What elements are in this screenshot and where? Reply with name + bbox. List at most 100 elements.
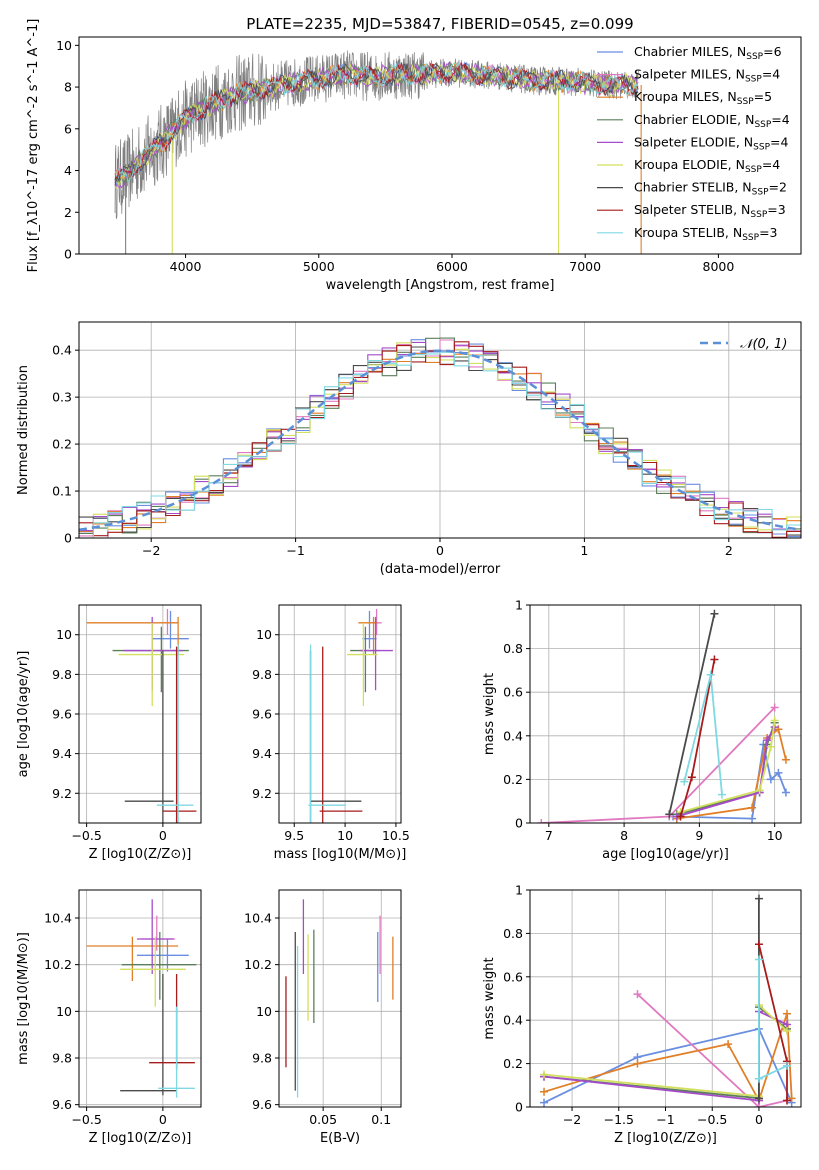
errorbar-point — [347, 622, 378, 707]
axes-frame — [78, 604, 202, 824]
series-marker — [782, 1009, 791, 1018]
series-marker — [540, 1087, 549, 1096]
y-tick-label: 9.8 — [52, 1051, 72, 1066]
y-tick-label: 9.2 — [52, 786, 72, 801]
y-tick-label: 0.6 — [503, 685, 523, 700]
series-marker — [770, 703, 779, 712]
series-marker — [781, 788, 790, 797]
legend-nssp: =4 — [770, 134, 788, 149]
x-tick-label: 4000 — [170, 259, 202, 274]
residual-histogram — [79, 341, 801, 538]
series-marker — [763, 736, 772, 745]
errorbar-point — [86, 936, 179, 981]
series-marker — [754, 955, 763, 964]
residual-histogram — [79, 339, 801, 538]
legend-label: 𝒩(0, 1) — [740, 337, 787, 352]
x-tick-label: −1.5 — [604, 1112, 634, 1127]
legend-nssp: =4 — [762, 67, 780, 82]
y-axis-label: Normed distribution — [16, 365, 31, 495]
legend-label: Salpeter STELIB, NSSP=3 — [634, 202, 786, 220]
y-axis-label: mass weight — [482, 673, 497, 755]
axes-age_vs_Z: −0.5 0 9.2 9.4 9.6 9.8 10 Z [log10(Z/Z⊙)] age [l… — [16, 604, 202, 862]
y-tick-label: 8 — [64, 80, 72, 95]
y-axis-label: age [log10(age/yr)] — [16, 651, 31, 778]
y-tick-label: 10 — [56, 1004, 72, 1019]
y-tick-label: 9.6 — [52, 1097, 72, 1112]
axes-weight_vs_age: 7 8 9 10 0 0.2 0.4 0.6 0.8 1 age [log10(age/yr)] ma… — [482, 598, 802, 862]
y-tick-label: 0.2 — [52, 437, 72, 452]
y-tick-label: 9.2 — [252, 786, 272, 801]
y-tick-label: 0 — [515, 1100, 523, 1115]
y-tick-label: 10 — [56, 627, 72, 642]
series-marker — [766, 742, 775, 751]
axes-weight_vs_Z: −2 −1.5 −1 −0.5 0 0 0.2 0.4 0.6 0.8 1 Z [log10(Z/Z⊙… — [482, 883, 802, 1146]
legend-nssp: =5 — [754, 89, 772, 104]
y-tick-label: 4 — [64, 163, 72, 178]
legend-label: Chabrier ELODIE, NSSP=4 — [634, 112, 790, 130]
x-tick-label: 0 — [159, 828, 167, 843]
errorbar-point — [118, 622, 185, 707]
legend-nssp: =2 — [769, 180, 787, 195]
legend-nssp: =4 — [771, 112, 789, 127]
y-tick-label: 10 — [56, 38, 72, 53]
errorbar-point — [158, 1006, 195, 1098]
series-marker — [724, 1040, 733, 1049]
plot-area-mass_vs_EBV — [285, 899, 394, 1098]
plot-area-age_vs_mass — [308, 608, 393, 823]
y-tick-label: 0.2 — [503, 1056, 523, 1071]
errorbar-point — [112, 626, 189, 693]
axes-age_vs_mass: 9.5 10 10.5 9.2 9.4 9.6 9.8 10 mass [log10(M/M⊙)… — [252, 604, 410, 862]
legend-label: Chabrier MILES, NSSP=6 — [634, 44, 782, 62]
series-line — [543, 1013, 793, 1103]
y-tick-label: 0.6 — [503, 969, 523, 984]
series-marker — [710, 655, 719, 664]
errorbar-point — [149, 974, 195, 1070]
y-tick-label: 9.8 — [252, 667, 272, 682]
x-tick-label: 8 — [620, 828, 628, 843]
legend-label: Salpeter ELODIE, NSSP=4 — [634, 134, 789, 152]
series-marker — [754, 1074, 763, 1083]
errorbar-point — [362, 610, 377, 649]
legend-subscript: SSP — [746, 52, 763, 62]
x-tick-label: 7000 — [569, 259, 601, 274]
series-marker — [782, 1096, 791, 1105]
y-axis-label: mass [log10(M/M⊙)] — [16, 932, 31, 1065]
x-tick-label: 0 — [755, 1112, 763, 1127]
legend-label: Kroupa STELIB, NSSP=3 — [634, 225, 778, 243]
x-tick-label: −0.5 — [697, 1112, 727, 1127]
x-tick-label: −1 — [286, 543, 304, 558]
series-marker — [754, 940, 763, 949]
x-tick-label: 10.5 — [382, 828, 410, 843]
legend-subscript: SSP — [737, 97, 754, 107]
plot-area-mass_vs_Z — [86, 899, 197, 1098]
errorbar-point — [123, 616, 183, 691]
x-tick-label: 9.5 — [284, 828, 304, 843]
y-tick-label: 9.4 — [252, 746, 272, 761]
errorbar-point — [360, 616, 393, 691]
x-axis-label: Z [log10(Z/Z⊙)] — [89, 847, 192, 862]
legend-nssp: =4 — [762, 157, 780, 172]
model-spectrum — [114, 60, 639, 183]
series-marker — [540, 1070, 549, 1079]
y-tick-label: 2 — [64, 205, 72, 220]
x-tick-label: 0 — [159, 1112, 167, 1127]
normal-curve — [79, 349, 801, 532]
series-line — [668, 613, 716, 815]
legend-label: Kroupa ELODIE, NSSP=4 — [634, 157, 780, 175]
axes-spectrum: 4000 5000 6000 7000 8000 0 2 4 6 8 10 wavelength [A… — [26, 19, 802, 293]
y-tick-label: 10 — [256, 1004, 272, 1019]
y-tick-label: 6 — [64, 121, 72, 136]
series-marker — [782, 1061, 791, 1070]
errorbar-point — [121, 932, 197, 1000]
y-tick-label: 9.4 — [52, 746, 72, 761]
legend-label: Kroupa MILES, NSSP=5 — [634, 89, 772, 107]
x-tick-label: 1 — [580, 543, 588, 558]
y-tick-label: 10.4 — [44, 911, 72, 926]
y-tick-label: 9.8 — [52, 667, 72, 682]
y-tick-label: 0.1 — [52, 484, 72, 499]
axes-mass_vs_Z: −0.5 0 9.6 9.8 10 10.2 10.4 Z [log10(Z/Z⊙)] mass… — [16, 889, 202, 1146]
series-marker — [754, 894, 763, 903]
series-marker — [770, 716, 779, 725]
